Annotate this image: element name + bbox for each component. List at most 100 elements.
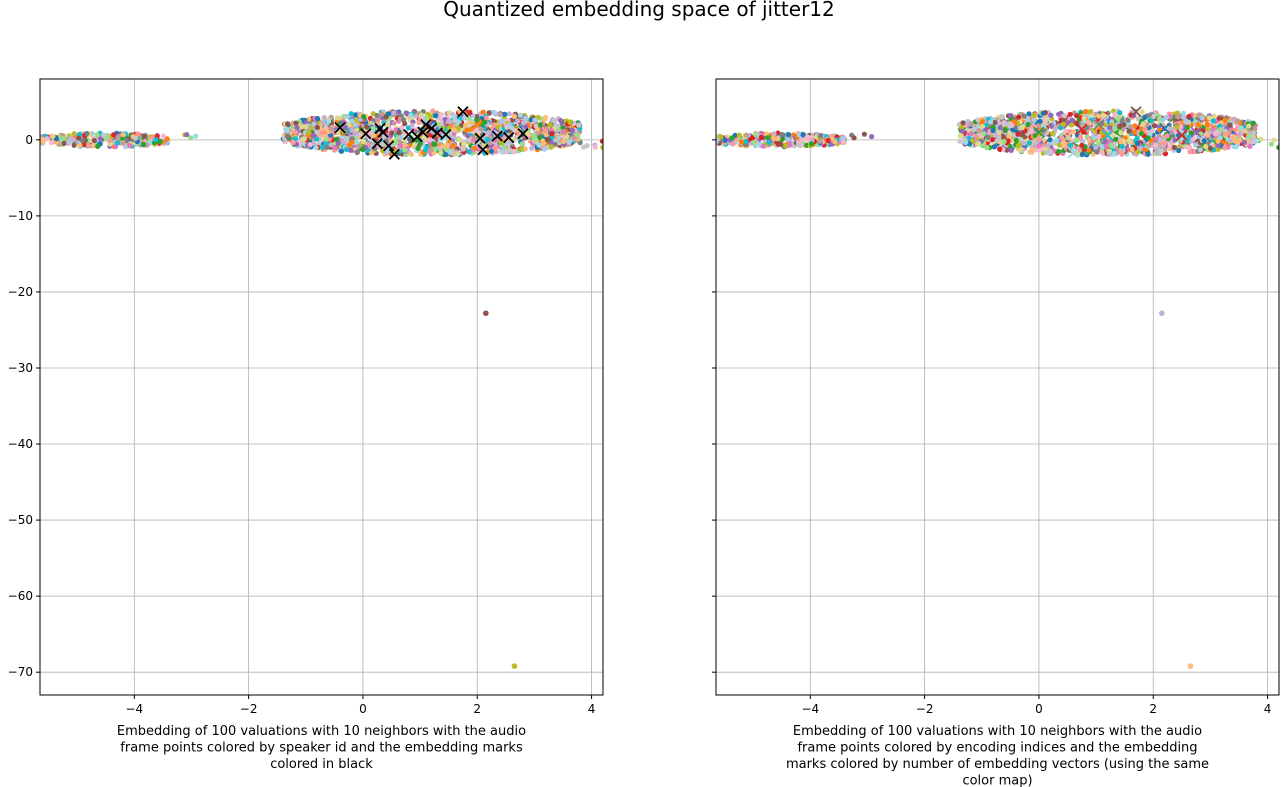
scatter-point	[411, 142, 418, 148]
scatter-point	[537, 122, 544, 128]
scatter-point	[1199, 115, 1205, 121]
x-tick-label: 2	[473, 702, 481, 716]
scatter-point	[1040, 110, 1046, 116]
scatter-point	[800, 132, 806, 138]
y-tick-label: −20	[8, 285, 33, 299]
scatter-point	[193, 133, 199, 139]
scatter-point	[488, 148, 494, 154]
scatter-point	[1048, 112, 1054, 118]
scatter-point	[979, 123, 986, 129]
scatter-point	[408, 151, 414, 157]
scatter-point	[1031, 117, 1037, 123]
scatter-point	[98, 136, 104, 142]
scatter-point	[50, 133, 56, 139]
scatter-point	[1206, 115, 1212, 121]
scatter-point	[290, 139, 296, 146]
scatter-point	[548, 144, 554, 150]
scatter-point	[369, 150, 375, 156]
scatter-point	[1067, 111, 1073, 117]
scatter-point	[1021, 140, 1027, 146]
scatter-point	[40, 136, 44, 142]
x-axis-caption: Embedding of 100 valuations with 10 neig…	[117, 724, 526, 772]
scatter-point	[446, 118, 452, 124]
embedding-mark	[1176, 129, 1188, 141]
scatter-point	[851, 135, 857, 141]
scatter-point	[1013, 137, 1019, 143]
x-axis-label-line: frame points colored by speaker id and t…	[120, 741, 523, 756]
scatter-point	[1207, 145, 1213, 151]
scatter-point	[799, 137, 806, 143]
scatter-point	[771, 136, 777, 142]
scatter-point	[987, 119, 994, 125]
scatter-point	[1102, 138, 1108, 145]
scatter-point	[1054, 137, 1060, 143]
scatter-point	[1058, 125, 1064, 131]
embedding-mark	[1190, 126, 1202, 138]
scatter-point	[1093, 145, 1099, 151]
scatter-point	[346, 121, 352, 127]
scatter-point	[328, 126, 334, 132]
scatter-point	[354, 149, 360, 155]
scatter-point	[1037, 118, 1043, 124]
scatter-point	[1186, 113, 1192, 120]
scatter-point	[474, 117, 480, 123]
scatter-point	[455, 151, 461, 157]
scatter-point	[86, 143, 92, 149]
scatter-point	[541, 146, 548, 152]
scatter-point	[1045, 150, 1051, 156]
scatter-point	[1078, 134, 1084, 140]
scatter-point	[752, 140, 758, 146]
scatter-point	[335, 140, 341, 146]
scatter-point	[1117, 123, 1123, 129]
scatter-point	[567, 119, 573, 125]
right-scatter-plot: −4 −2 0 2 4 Embedding of 100 valuations with …	[712, 78, 1280, 787]
scatter-point	[818, 133, 824, 139]
scatter-point	[985, 134, 991, 140]
y-tick-label: 0	[25, 133, 33, 147]
scatter-point	[300, 136, 306, 142]
scatter-point	[60, 136, 66, 142]
scatter-point	[379, 111, 385, 117]
scatter-point	[71, 131, 77, 137]
scatter-point	[571, 135, 577, 141]
scatter-point	[1019, 125, 1025, 131]
scatter-point	[361, 139, 367, 145]
scatter-point	[1158, 148, 1165, 154]
scatter-point	[120, 140, 126, 146]
scatter-point	[515, 118, 521, 124]
scatter-point	[796, 142, 802, 148]
audio-frame-points	[716, 108, 1279, 669]
scatter-point	[1026, 140, 1032, 146]
scatter-point	[536, 142, 542, 148]
embedding-mark	[1130, 106, 1142, 118]
outlier-point	[511, 663, 518, 669]
scatter-point	[320, 119, 326, 126]
scatter-point	[1222, 145, 1228, 151]
x-tick-label: 4	[1264, 702, 1272, 716]
scatter-point	[1227, 122, 1233, 128]
scatter-point	[1034, 147, 1040, 153]
embedding-mark	[1093, 118, 1105, 131]
scatter-point	[1025, 117, 1031, 123]
embedding-mark	[417, 126, 429, 138]
embedding-mark	[503, 131, 515, 144]
scatter-point	[333, 136, 340, 142]
scatter-point	[1129, 146, 1135, 152]
embedding-mark	[1033, 126, 1045, 138]
scatter-point	[547, 122, 553, 128]
scatter-point	[1180, 114, 1186, 120]
scatter-point	[160, 133, 167, 139]
scatter-point	[1001, 138, 1007, 144]
scatter-point	[758, 134, 764, 140]
scatter-point	[379, 148, 386, 154]
scatter-point	[990, 137, 996, 143]
scatter-point	[132, 135, 139, 141]
scatter-point	[352, 131, 359, 137]
scatter-point	[447, 149, 453, 155]
scatter-point	[980, 118, 986, 124]
scatter-point	[1001, 134, 1007, 140]
scatter-point	[164, 136, 170, 142]
scatter-point	[61, 140, 67, 146]
scatter-point	[997, 134, 1003, 140]
scatter-point	[1096, 113, 1102, 119]
